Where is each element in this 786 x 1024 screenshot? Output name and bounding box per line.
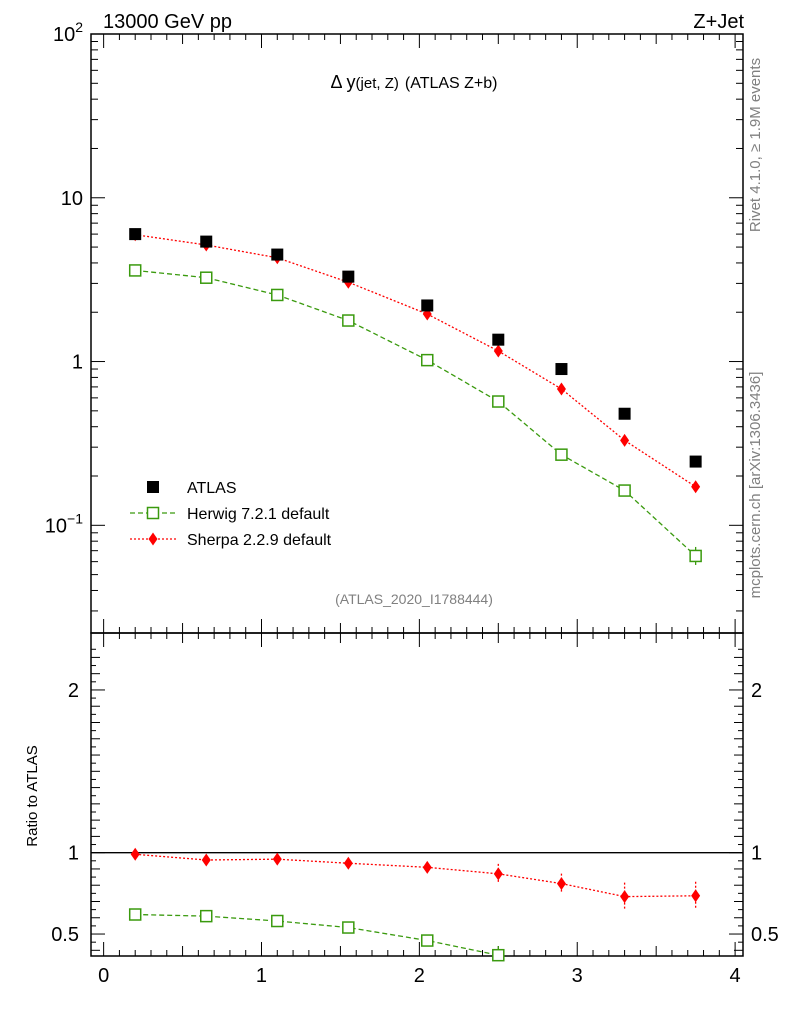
legend-atlas-label: ATLAS (187, 480, 237, 497)
ratio-y-tick-label: 0.5 (51, 924, 79, 946)
sherpa-ratio-point (201, 853, 211, 867)
legend-atlas-marker (147, 481, 159, 493)
herwig-ratio-point (128, 908, 142, 921)
herwig-ratio-line (135, 913, 499, 956)
ratio-y-tick-label: 2 (68, 680, 79, 702)
data-marks (91, 228, 743, 962)
herwig-point (199, 271, 213, 284)
sherpa-point (493, 344, 503, 358)
main-y-tick-label: 10−1 (45, 510, 83, 537)
main-y-tick-label: 10 (61, 188, 83, 210)
herwig-point (492, 395, 505, 408)
main-y-tick-base: 10 (45, 515, 67, 537)
sherpa-ratio-point (343, 856, 353, 870)
ratio-x-tick-label: 3 (572, 965, 583, 987)
chart-title: Δ y(jet, Z) (ATLAS Z+b) (331, 72, 498, 92)
legend: ATLAS Herwig 7.2.1 default Sherpa 2.2.9 de… (130, 480, 332, 549)
main-y-tick-label: 1 (72, 352, 83, 374)
atlas-point (618, 407, 631, 420)
legend-sherpa-label: Sherpa 2.2.9 default (187, 532, 332, 549)
legend-herwig-label: Herwig 7.2.1 default (187, 506, 330, 523)
legend-herwig-marker (146, 506, 160, 520)
ratio-y-tick-label: 1 (68, 843, 79, 865)
atlas-point (271, 248, 284, 261)
header-right: Z+Jet (693, 11, 744, 33)
herwig-point (421, 353, 434, 367)
main-y-tick-base: 10 (53, 24, 75, 46)
herwig-point (618, 484, 631, 497)
sherpa-ratio-point (493, 867, 503, 881)
herwig-ratio-point (199, 909, 213, 923)
sherpa-ratio-point (556, 877, 566, 891)
legend-sherpa-marker (148, 532, 158, 546)
sherpa-ratio-point (272, 852, 282, 866)
main-y-tick-exponent: −1 (67, 510, 83, 526)
herwig-ratio-point (492, 948, 505, 962)
ratio-x-tick-label: 0 (98, 965, 109, 987)
ratio-x-tick-label: 4 (730, 965, 741, 987)
herwig-point (128, 264, 142, 277)
ratio-plot-frame (90, 632, 744, 957)
sherpa-point (691, 480, 701, 494)
mcplots-source-label: mcplots.cern.ch [arXiv:1306.3436] (747, 372, 764, 599)
title-args: (jet, Z) (356, 75, 399, 92)
minor-ticks (91, 33, 743, 956)
main-y-tick-base: 10 (61, 188, 83, 210)
sherpa-ratio-line (135, 853, 696, 898)
ratio-y-axis-label: Ratio to ATLAS (24, 745, 41, 846)
header-left: 13000 GeV pp (103, 11, 232, 33)
sherpa-point (620, 433, 630, 447)
title-tail: (ATLAS Z+b) (405, 75, 498, 92)
herwig-ratio-point (271, 914, 284, 928)
atlas-point (421, 299, 434, 312)
main-y-tick-label: 102 (53, 19, 83, 46)
herwig-point (689, 549, 702, 563)
main-y-tick-base: 1 (72, 352, 83, 374)
main-y-tick-exponent: 2 (75, 19, 83, 35)
ratio-x-tick-label: 2 (414, 965, 425, 987)
herwig-ratio-point (342, 921, 355, 934)
herwig-point (342, 314, 355, 327)
atlas-point (129, 228, 142, 241)
atlas-point (200, 235, 213, 248)
sherpa-ratio-point (422, 860, 432, 874)
title-delta: Δ y (331, 72, 356, 92)
ratio-y-tick-label-right: 0.5 (751, 924, 779, 946)
atlas-point (555, 363, 568, 376)
sherpa-ratio-point (130, 847, 140, 861)
herwig-point (271, 288, 284, 302)
ratio-y-tick-label-right: 2 (751, 680, 762, 702)
ratio-y-tick-label-right: 1 (751, 843, 762, 865)
sherpa-point (556, 382, 566, 396)
rivet-version-label: Rivet 4.1.0, ≥ 1.9M events (747, 58, 764, 232)
atlas-point (342, 270, 355, 283)
herwig-point (555, 448, 568, 461)
herwig-ratio-point (421, 934, 434, 947)
plot-frames (90, 33, 744, 957)
atlas-point (689, 455, 702, 468)
sherpa-ratio-point (691, 889, 701, 903)
sherpa-ratio-point (620, 890, 630, 904)
sherpa-line (135, 234, 696, 488)
ratio-x-tick-label: 1 (256, 965, 267, 987)
atlas-point (492, 333, 505, 346)
analysis-annotation: (ATLAS_2020_I1788444) (335, 591, 493, 607)
